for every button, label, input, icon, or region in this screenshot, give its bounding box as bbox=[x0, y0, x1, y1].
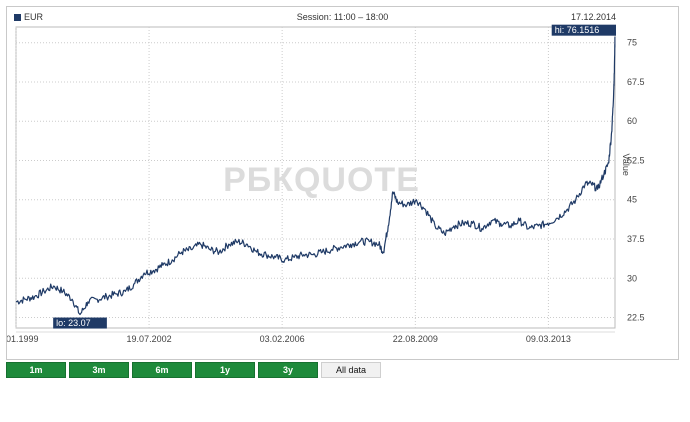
legend: EUR bbox=[14, 12, 43, 22]
y-tick-label: 67.5 bbox=[627, 77, 645, 87]
tab-1y[interactable]: 1y bbox=[195, 362, 255, 378]
tab-6m[interactable]: 6m bbox=[132, 362, 192, 378]
hi-badge bbox=[551, 24, 616, 36]
y-tick-label: 75 bbox=[627, 38, 637, 48]
series-line bbox=[15, 36, 616, 316]
session-label: Session: 11:00 – 18:00 bbox=[296, 12, 389, 22]
date-label: 17.12.2014 bbox=[570, 12, 616, 22]
y-tick-label: 45 bbox=[627, 195, 637, 205]
x-tick-label: 09.03.2013 bbox=[526, 334, 571, 344]
tab-all-data[interactable]: All data bbox=[321, 362, 381, 378]
x-tick-label: 03.02.2006 bbox=[260, 334, 305, 344]
x-tick-label: 19.07.2002 bbox=[127, 334, 172, 344]
x-tick-label: 01.01.1999 bbox=[7, 334, 39, 344]
tab-3y[interactable]: 3y bbox=[258, 362, 318, 378]
watermark-logo: РБКQUOTE bbox=[223, 161, 420, 199]
y-tick-label: 37.5 bbox=[627, 234, 645, 244]
lo-badge bbox=[53, 317, 107, 329]
y-tick-label: 60 bbox=[627, 116, 637, 126]
y-axis-label: Value bbox=[621, 154, 631, 176]
chart-header: EUR Session: 11:00 – 18:00 17.12.2014 bbox=[7, 7, 678, 27]
y-tick-label: 52.5 bbox=[627, 155, 645, 165]
y-tick-label: 30 bbox=[627, 273, 637, 283]
tab-3m[interactable]: 3m bbox=[69, 362, 129, 378]
y-tick-label: 22.5 bbox=[627, 313, 645, 323]
hi-label: hi: 76.1516 bbox=[555, 25, 600, 35]
chart-panel: EUR Session: 11:00 – 18:00 17.12.2014 22… bbox=[6, 6, 679, 360]
line-chart[interactable]: 22.5 30 37.5 45 52.5 60 67.5 75 01.01.1999 19.07.… bbox=[7, 7, 678, 359]
legend-swatch bbox=[14, 13, 21, 21]
currency-label: EUR bbox=[24, 12, 44, 22]
period-tabs: 1m 3m 6m 1y 3y All data bbox=[6, 362, 381, 380]
x-tick-label: 22.08.2009 bbox=[393, 334, 438, 344]
lo-label: lo: 23.07 bbox=[56, 318, 91, 328]
tab-1m[interactable]: 1m bbox=[6, 362, 66, 378]
